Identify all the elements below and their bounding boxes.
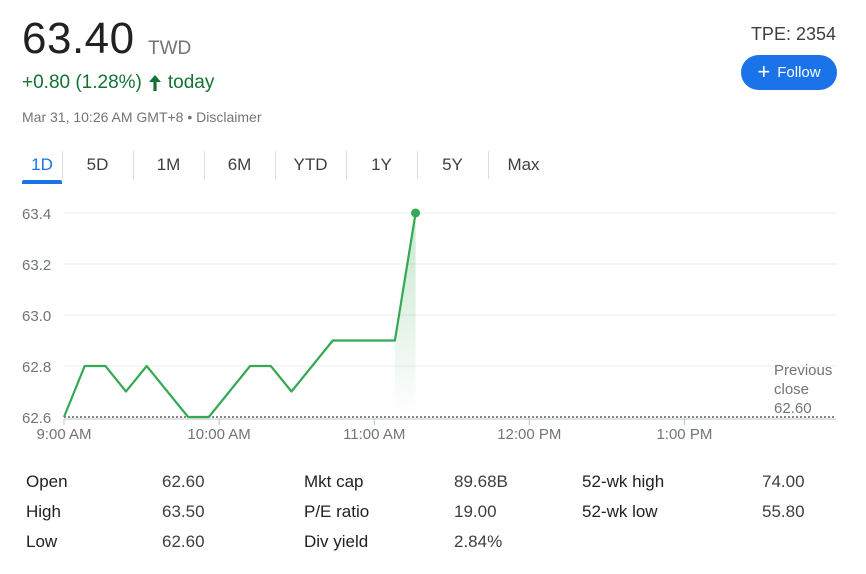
previous-close-label: Previous [774,362,832,379]
range-tabs: 1D 5D 1M 6M YTD 1Y 5Y Max [22,148,559,184]
x-tick-label: 9:00 AM [36,426,91,443]
stat-label: 52-wk high [582,472,665,491]
previous-close-label: 62.60 [774,400,812,417]
y-tick-label: 63.0 [22,308,51,325]
plus-icon: + [757,58,771,84]
arrow-up-icon [148,75,161,91]
change-value: +0.80 (1.28%) [22,72,142,93]
stat-low: Low 62.60 [26,532,286,556]
y-tick-label: 63.4 [22,206,51,223]
ticker-symbol: TPE: 2354 [750,24,836,44]
stat-value: 62.60 [162,472,205,491]
stat-div-yield: Div yield 2.84% [304,532,564,556]
stat-mkt-cap: Mkt cap 89.68B [304,472,564,496]
currency-label: TWD [148,38,192,59]
quote-meta: Mar 31, 10:26 AM GMT+8 • Disclaimer [22,109,262,125]
stat-52wk-low: 52-wk low 55.80 [582,502,842,526]
x-tick-label: 11:00 AM [343,426,405,443]
tab-1d[interactable]: 1D [22,148,62,184]
meta-separator: • [187,109,193,125]
stat-value: 2.84% [454,532,503,551]
stat-52wk-high: 52-wk high 74.00 [582,472,842,496]
stat-value: 19.00 [454,502,497,521]
x-tick-label: 1:00 PM [656,426,712,443]
stat-value: 74.00 [762,472,805,491]
price-change: +0.80 (1.28%) today [22,72,214,94]
stat-label: 52-wk low [582,502,658,521]
y-tick-label: 63.2 [22,257,51,274]
series-area [394,213,416,417]
stat-value: 62.60 [162,532,205,551]
y-tick-label: 62.8 [22,359,51,376]
x-tick-label: 10:00 AM [187,426,250,443]
follow-label: Follow [777,64,821,81]
tab-1y[interactable]: 1Y [346,148,417,184]
disclaimer-link[interactable]: Disclaimer [196,109,262,125]
stat-label: Open [26,472,68,491]
previous-close-label: close [774,381,809,398]
stat-value: 89.68B [454,472,508,491]
price-line [62,212,417,419]
tab-ytd[interactable]: YTD [275,148,346,184]
y-tick-label: 62.6 [22,410,51,427]
stat-open: Open 62.60 [26,472,286,496]
tab-5y[interactable]: 5Y [417,148,488,184]
quote-timestamp: Mar 31, 10:26 AM GMT+8 [22,109,184,125]
tab-1m[interactable]: 1M [133,148,204,184]
stat-label: Low [26,532,58,551]
tab-6m[interactable]: 6M [204,148,275,184]
follow-button[interactable]: + Follow [741,55,837,90]
stat-value: 55.80 [762,502,805,521]
stat-label: High [26,502,61,521]
x-tick-label: 12:00 PM [497,426,561,443]
price-value: 63.40 [22,14,135,63]
stat-high: High 63.50 [26,502,286,526]
change-period: today [167,72,215,93]
stat-label: Mkt cap [304,472,364,491]
stat-label: Div yield [304,532,369,551]
tab-5d[interactable]: 5D [62,148,133,184]
price-chart[interactable]: 63.4 63.2 63.0 62.8 62.6 9:00 AM 10:00 AM 11:0… [0,195,866,450]
stat-value: 63.50 [162,502,205,521]
stat-pe-ratio: P/E ratio 19.00 [304,502,564,526]
current-price-dot [411,208,421,218]
stat-label: P/E ratio [304,502,370,521]
tab-max[interactable]: Max [488,148,559,184]
